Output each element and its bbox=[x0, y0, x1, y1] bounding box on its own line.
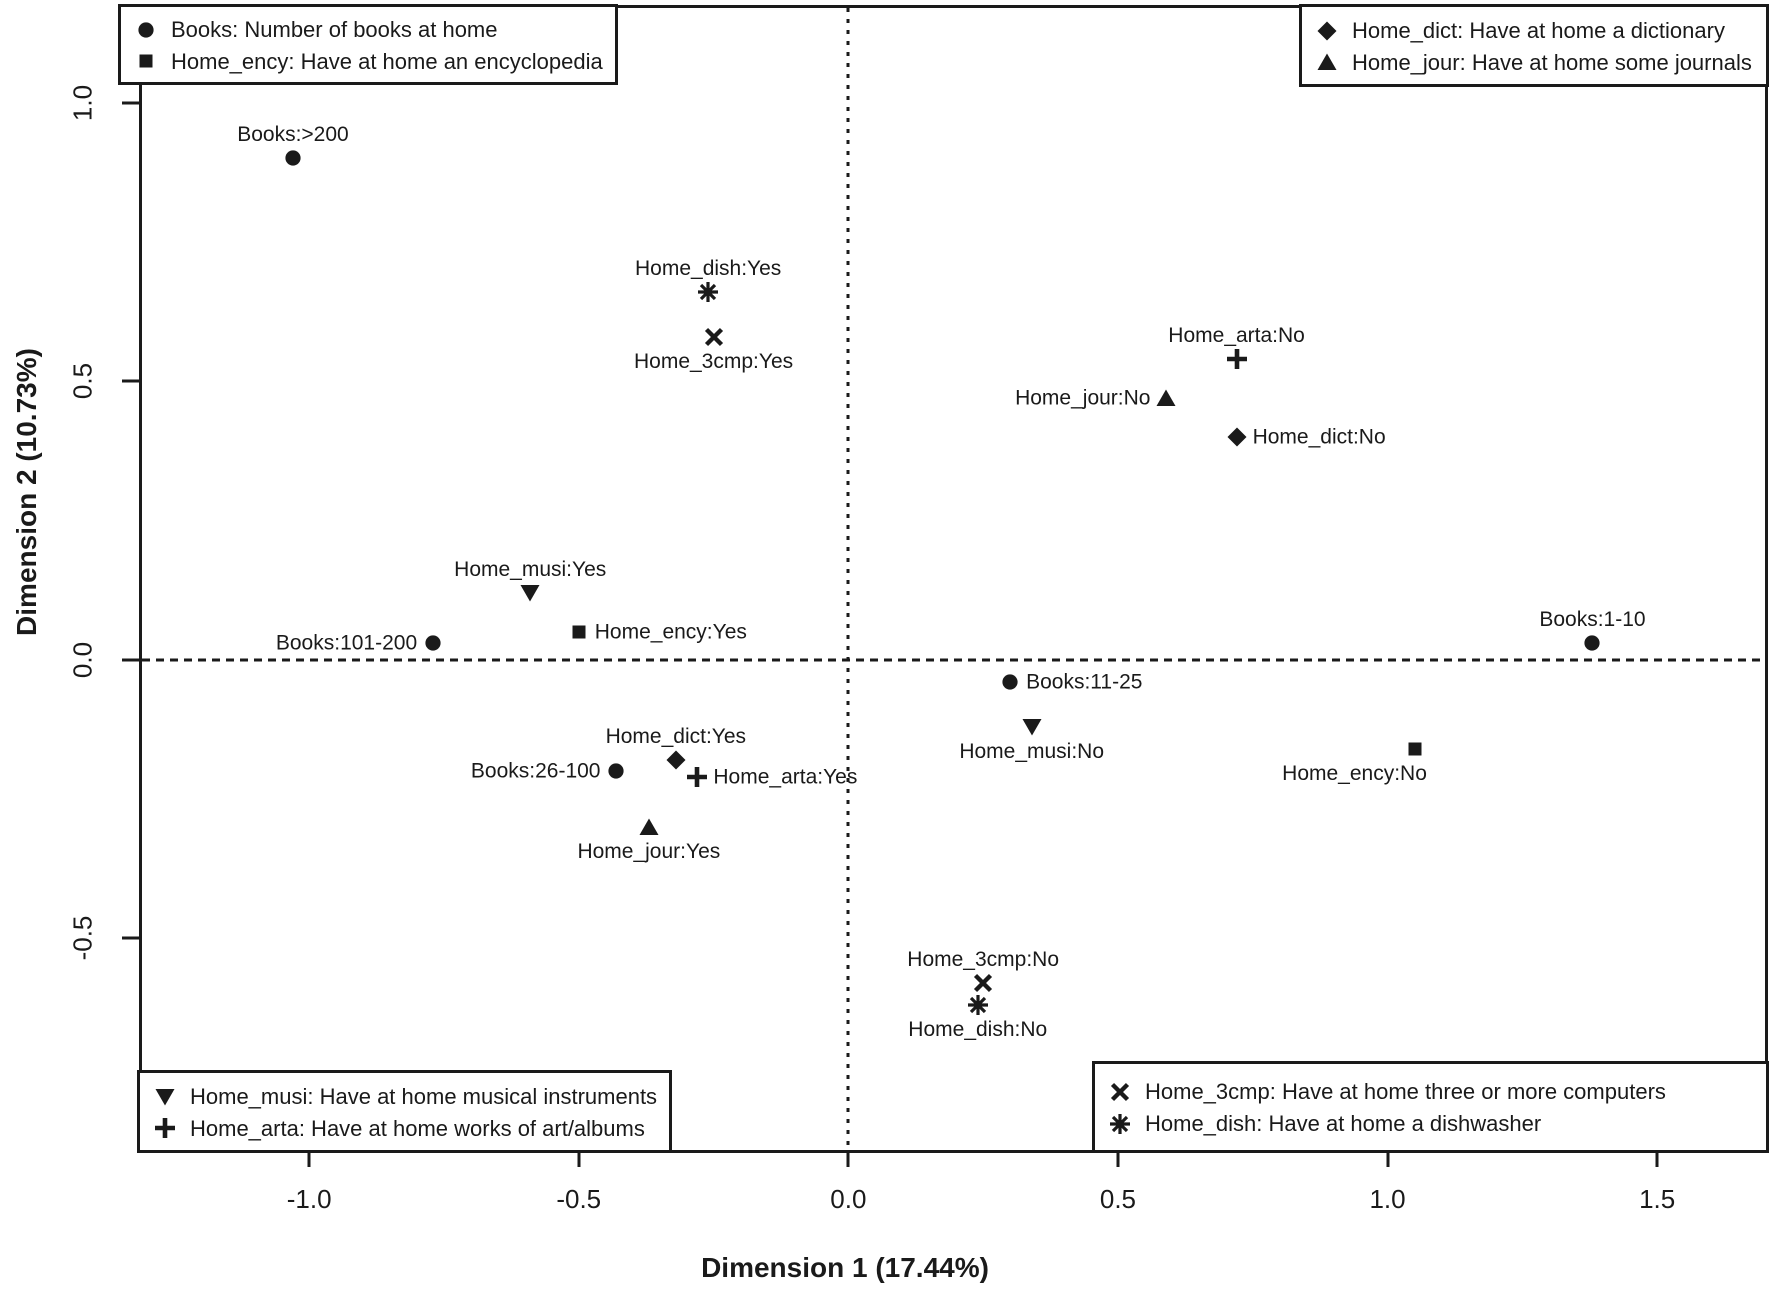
legend-item-label: Home_3cmp: Have at home three or more co… bbox=[1145, 1079, 1666, 1105]
legend-marker-diamond-icon bbox=[1315, 20, 1339, 42]
data-point-label: Home_jour:Yes bbox=[577, 839, 721, 863]
legend-item: Home_3cmp: Have at home three or more co… bbox=[1108, 1076, 1756, 1108]
legend-marker-star-icon bbox=[1108, 1113, 1132, 1135]
marker-triangle-down-icon bbox=[519, 582, 541, 604]
data-point-label: Home_ency:Yes bbox=[594, 620, 747, 644]
marker-x-icon bbox=[972, 972, 994, 994]
legend-item: Home_ency: Have at home an encyclopedia bbox=[134, 46, 605, 78]
legend-item-label: Home_musi: Have at home musical instrume… bbox=[190, 1083, 658, 1109]
data-point-label: Home_dict:No bbox=[1252, 425, 1386, 449]
legend-marker-triangle-up-icon bbox=[1315, 51, 1339, 73]
y-axis-tick bbox=[122, 658, 139, 662]
data-point-label: Books:11-25 bbox=[1026, 670, 1143, 694]
data-point-label: Home_musi:No bbox=[959, 739, 1105, 763]
x-axis-tick-label: -0.5 bbox=[556, 1184, 602, 1214]
legend-item: Home_dish: Have at home a dishwasher bbox=[1108, 1108, 1756, 1140]
marker-circle-icon bbox=[1581, 632, 1603, 654]
x-axis-tick bbox=[846, 1150, 850, 1167]
marker-triangle-down-icon bbox=[1021, 716, 1043, 738]
legend-item-label: Home_dict: Have at home a dictionary bbox=[1352, 17, 1725, 43]
data-point-label: Home_dict:Yes bbox=[605, 724, 747, 748]
marker-circle-icon bbox=[282, 147, 304, 169]
marker-square-icon bbox=[1404, 738, 1426, 760]
marker-square-icon bbox=[568, 621, 590, 643]
x-axis-tick-label: 1.0 bbox=[1369, 1184, 1406, 1214]
x-axis-tick bbox=[1386, 1150, 1390, 1167]
y-axis-tick-label: 0.5 bbox=[67, 363, 98, 400]
legend-item-label: Books: Number of books at home bbox=[171, 16, 498, 42]
legend-item-label: Home_jour: Have at home some journals bbox=[1352, 49, 1752, 75]
y-axis-title: Dimension 2 (10.73%) bbox=[11, 348, 42, 636]
zero-line-horizontal bbox=[142, 658, 1765, 662]
marker-triangle-up-icon bbox=[638, 816, 660, 838]
zero-line-vertical bbox=[846, 8, 850, 1150]
legend-box-bottom-right: Home_3cmp: Have at home three or more co… bbox=[1092, 1061, 1769, 1153]
marker-plus-icon bbox=[1226, 348, 1248, 370]
marker-circle-icon bbox=[422, 632, 444, 654]
marker-x-icon bbox=[703, 326, 725, 348]
marker-plus-icon bbox=[686, 766, 708, 788]
x-axis-tick-label: 1.5 bbox=[1639, 1184, 1676, 1214]
plot-area: -1.0 -0.5 0.0 0.5 1.0 1.5 -0.5 0.0 0.5 1.0 Books:>… bbox=[68, 5, 1768, 1214]
y-axis-tick bbox=[122, 936, 139, 940]
data-point-label: Home_jour:No bbox=[1015, 386, 1151, 410]
data-point-label: Books:>200 bbox=[237, 123, 349, 147]
x-axis-tick bbox=[577, 1150, 581, 1167]
legend-item: Home_dict: Have at home a dictionary bbox=[1315, 15, 1756, 47]
marker-circle-icon bbox=[605, 760, 627, 782]
y-axis-tick bbox=[122, 379, 139, 383]
y-axis-tick-label: 0.0 bbox=[67, 641, 98, 678]
data-point-label: Home_ency:No bbox=[1282, 761, 1427, 785]
x-axis-title: Dimension 1 (17.44%) bbox=[701, 1252, 989, 1283]
x-axis-tick-label: -1.0 bbox=[286, 1184, 332, 1214]
marker-diamond-icon bbox=[665, 749, 687, 771]
legend-item-label: Home_ency: Have at home an encyclopedia bbox=[171, 48, 603, 74]
x-axis-tick-label: 0.0 bbox=[830, 1184, 867, 1214]
legend-marker-circle-icon bbox=[134, 19, 158, 41]
legend-item: Home_arta: Have at home works of art/alb… bbox=[153, 1113, 659, 1145]
data-point-label: Books:101-200 bbox=[275, 631, 418, 655]
data-point-label: Home_arta:Yes bbox=[713, 765, 858, 789]
marker-star-icon bbox=[697, 281, 719, 303]
marker-diamond-icon bbox=[1226, 426, 1248, 448]
legend-item: Books: Number of books at home bbox=[134, 14, 605, 46]
legend-marker-triangle-down-icon bbox=[153, 1086, 177, 1108]
data-point-label: Home_arta:No bbox=[1168, 323, 1305, 347]
data-point-label: Home_musi:Yes bbox=[454, 557, 607, 581]
legend-marker-x-icon bbox=[1108, 1081, 1132, 1103]
legend-box-top-right: Home_dict: Have at home a dictionary Home… bbox=[1299, 4, 1769, 87]
marker-triangle-up-icon bbox=[1155, 387, 1177, 409]
x-axis-tick bbox=[1655, 1150, 1659, 1167]
data-point-label: Books:1-10 bbox=[1539, 607, 1646, 631]
data-point-label: Home_3cmp:Yes bbox=[633, 349, 794, 373]
legend-marker-square-icon bbox=[134, 50, 158, 72]
legend-marker-plus-icon bbox=[153, 1117, 177, 1139]
data-point-label: Home_3cmp:No bbox=[907, 947, 1060, 971]
data-point-label: Home_dish:No bbox=[908, 1018, 1048, 1042]
legend-box-bottom-left: Home_musi: Have at home musical instrume… bbox=[137, 1070, 672, 1153]
marker-star-icon bbox=[967, 994, 989, 1016]
legend-item: Home_jour: Have at home some journals bbox=[1315, 47, 1756, 79]
legend-item-label: Home_arta: Have at home works of art/alb… bbox=[190, 1115, 645, 1141]
y-axis-tick-label: -0.5 bbox=[67, 915, 98, 961]
y-axis-tick bbox=[122, 101, 139, 105]
legend-box-top-left: Books: Number of books at home Home_ency:… bbox=[118, 4, 618, 85]
y-axis-tick-label: 1.0 bbox=[67, 84, 98, 121]
legend-item-label: Home_dish: Have at home a dishwasher bbox=[1145, 1111, 1542, 1136]
x-axis-tick-label: 0.5 bbox=[1099, 1184, 1137, 1214]
legend-item: Home_musi: Have at home musical instrume… bbox=[153, 1081, 659, 1113]
x-axis-tick bbox=[1116, 1150, 1120, 1167]
x-axis-tick bbox=[307, 1150, 311, 1167]
data-point-label: Books:26-100 bbox=[470, 759, 601, 783]
data-point-label: Home_dish:Yes bbox=[634, 257, 782, 280]
marker-circle-icon bbox=[999, 671, 1021, 693]
